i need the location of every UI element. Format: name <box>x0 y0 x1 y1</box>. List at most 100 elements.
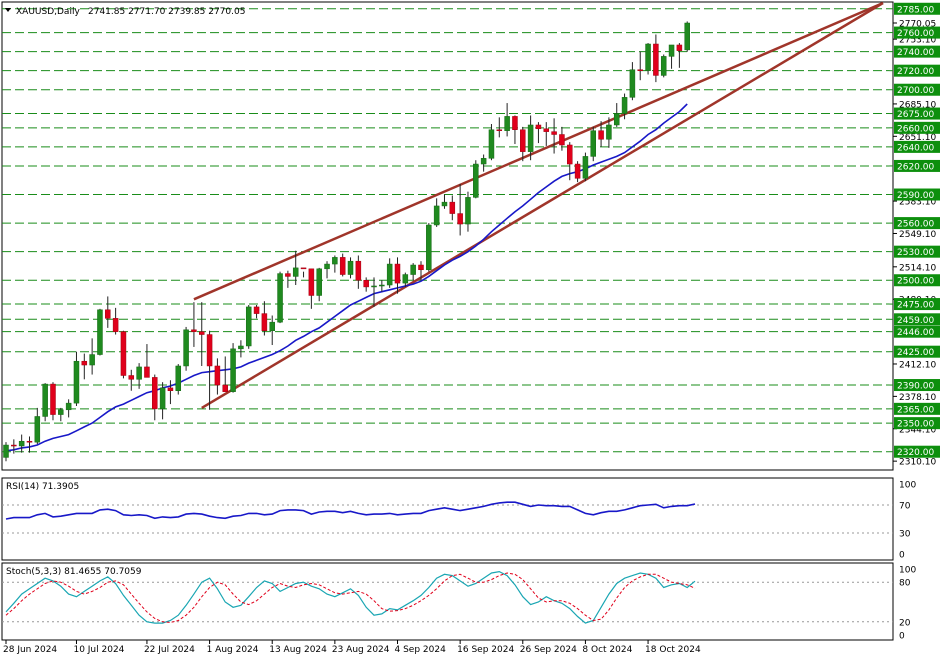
price-level-tag <box>894 417 940 430</box>
rsi-axis-label: 30 <box>899 530 911 540</box>
price-level-tag <box>894 217 940 230</box>
candle-body <box>465 197 471 225</box>
candle-body <box>543 128 550 132</box>
price-level-label: 2500.00 <box>897 277 934 287</box>
time-axis-label: 8 Oct 2024 <box>582 645 632 655</box>
candle-body <box>300 267 307 270</box>
price-level-tag <box>894 121 940 134</box>
candle-body <box>50 383 56 415</box>
price-level-label: 2365.00 <box>897 405 934 415</box>
price-axis-label: 2514.10 <box>899 263 936 273</box>
candle-body <box>574 163 581 179</box>
price-level-tag <box>894 64 940 77</box>
price-axis-label: 2344.10 <box>899 425 936 435</box>
price-level-label: 2459.00 <box>897 316 934 326</box>
price-level-tag <box>894 345 940 358</box>
candle-body <box>371 285 377 288</box>
price-level-label: 2390.00 <box>897 382 934 392</box>
price-level-label: 2425.00 <box>897 348 934 358</box>
stoch-panel-frame <box>1 562 894 641</box>
candle-body <box>394 263 401 284</box>
candle-body <box>480 158 487 165</box>
time-axis-label: 26 Sep 2024 <box>520 645 577 655</box>
candle-body <box>668 44 675 57</box>
moving-average-line <box>5 103 688 452</box>
candle-body <box>488 129 495 159</box>
candle-body <box>347 260 354 275</box>
price-level-label: 2720.00 <box>897 67 934 77</box>
candle-body <box>18 440 25 447</box>
price-level-tag <box>894 140 940 153</box>
time-axis-label: 13 Aug 2024 <box>269 645 327 655</box>
candle-body <box>42 383 48 417</box>
chart-title: XAUUSD,Daily <box>16 7 80 17</box>
price-level-label: 2350.00 <box>897 420 934 430</box>
candle-body <box>191 329 197 332</box>
channel-upper-line[interactable] <box>193 1 884 301</box>
price-axis-label: 2549.10 <box>899 230 936 240</box>
candle-body <box>386 263 393 286</box>
price-level-tag <box>894 245 940 258</box>
rsi-line <box>5 501 696 520</box>
candle-body <box>535 124 542 130</box>
candle-body <box>441 201 448 207</box>
candle-body <box>621 97 628 114</box>
candle-body <box>332 257 338 265</box>
time-axis-label: 22 Jul 2024 <box>144 645 195 655</box>
price-level-tag <box>894 188 940 201</box>
candle-body <box>285 273 291 277</box>
candle-body <box>363 279 369 288</box>
candle-body <box>426 224 432 271</box>
price-level-tag <box>894 2 940 15</box>
candle-body <box>206 334 213 367</box>
price-level-tag <box>894 445 940 458</box>
price-level-tag <box>894 45 940 58</box>
candle-body <box>214 365 221 386</box>
candle-body <box>120 331 127 376</box>
time-axis-label: 23 Aug 2024 <box>332 645 390 655</box>
candle-body <box>97 309 103 355</box>
price-level-tag <box>894 274 940 287</box>
rsi-axis-label: 0 <box>899 551 905 561</box>
price-level-label: 2785.00 <box>897 5 934 15</box>
candle-body <box>81 360 88 366</box>
price-level-tag <box>894 313 940 326</box>
rsi-title: RSI(14) 71.3905 <box>6 482 79 492</box>
candle-body <box>253 306 260 314</box>
candle-body <box>230 348 236 392</box>
price-level-label: 2620.00 <box>897 162 934 172</box>
candle-body <box>3 444 9 458</box>
stoch-main-line <box>5 570 696 624</box>
price-level-label: 2446.00 <box>897 328 934 338</box>
candle-body <box>261 313 268 331</box>
time-axis-label: 28 Jun 2024 <box>3 645 57 655</box>
candle-body <box>418 264 424 271</box>
candle-body <box>238 345 244 350</box>
candle-body <box>637 69 643 71</box>
candle-body <box>245 306 252 347</box>
candle-body <box>105 309 111 319</box>
candle-body <box>410 264 416 275</box>
candle-body <box>559 134 565 146</box>
candle-body <box>222 384 228 392</box>
candle-body <box>136 366 142 380</box>
candle-body <box>26 440 33 443</box>
candle-body <box>676 44 683 51</box>
candle-body <box>512 116 518 130</box>
price-axis-label: 2412.10 <box>899 360 936 370</box>
dropdown-triangle-icon[interactable] <box>5 8 11 12</box>
price-level-label: 2475.00 <box>897 301 934 311</box>
candle-body <box>292 267 299 277</box>
rsi-axis-label: 100 <box>899 481 916 491</box>
candle-body <box>277 273 283 323</box>
channel-lower-line[interactable] <box>201 1 884 409</box>
candle-body <box>339 257 346 275</box>
stoch-axis-label: 20 <box>899 618 911 628</box>
price-level-tag <box>894 159 940 172</box>
candle-body <box>582 156 589 179</box>
candle-body <box>199 331 205 335</box>
price-level-tag <box>894 379 940 392</box>
price-level-label: 2530.00 <box>897 248 934 258</box>
